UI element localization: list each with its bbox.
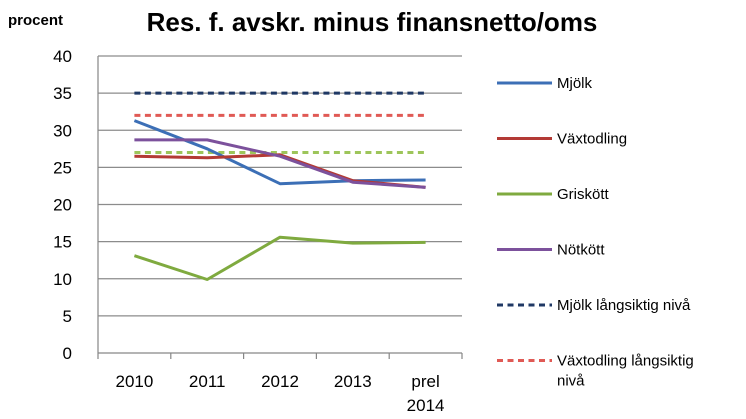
legend-label: Växtodling <box>557 131 627 148</box>
y-tick-label: 30 <box>53 121 72 140</box>
series-line <box>133 235 426 281</box>
x-tick-label: 2012 <box>261 372 299 391</box>
y-tick-label: 35 <box>53 84 72 103</box>
legend: Mjölk Växtodling Griskött Nötkött Mjölk lång… <box>497 75 694 390</box>
y-tick-label: 40 <box>53 47 72 66</box>
legend-label: Mjölk långsiktig nivå <box>557 297 691 314</box>
y-tick-label: 25 <box>53 158 72 177</box>
series-line <box>134 138 426 189</box>
x-tick-label: 2014 <box>407 396 445 415</box>
y-tick-label: 0 <box>63 344 72 363</box>
legend-label: Nötkött <box>557 242 605 259</box>
series-lines <box>133 91 426 281</box>
y-axis-label: procent <box>8 12 63 29</box>
y-tick-label: 5 <box>63 307 72 326</box>
x-tick-label: prel <box>411 372 439 391</box>
legend-label: Mjölk <box>557 75 593 92</box>
x-tick-label: 2011 <box>189 372 226 391</box>
x-tick-label: 2010 <box>115 372 153 391</box>
y-tick-label: 10 <box>53 270 72 289</box>
axes: 0 5 10 15 20 25 30 35 40 2010 2011 2012 2013 prel 2014 <box>53 47 463 415</box>
y-tick-label: 15 <box>53 233 72 252</box>
legend-label: Växtodling långsiktig <box>557 353 694 370</box>
y-tick-label: 20 <box>53 196 72 215</box>
legend-label: nivå <box>557 373 585 390</box>
x-tick-label: 2013 <box>334 372 372 391</box>
chart-title: Res. f. avskr. minus finansnetto/oms <box>147 7 598 37</box>
legend-label: Griskött <box>557 186 610 203</box>
